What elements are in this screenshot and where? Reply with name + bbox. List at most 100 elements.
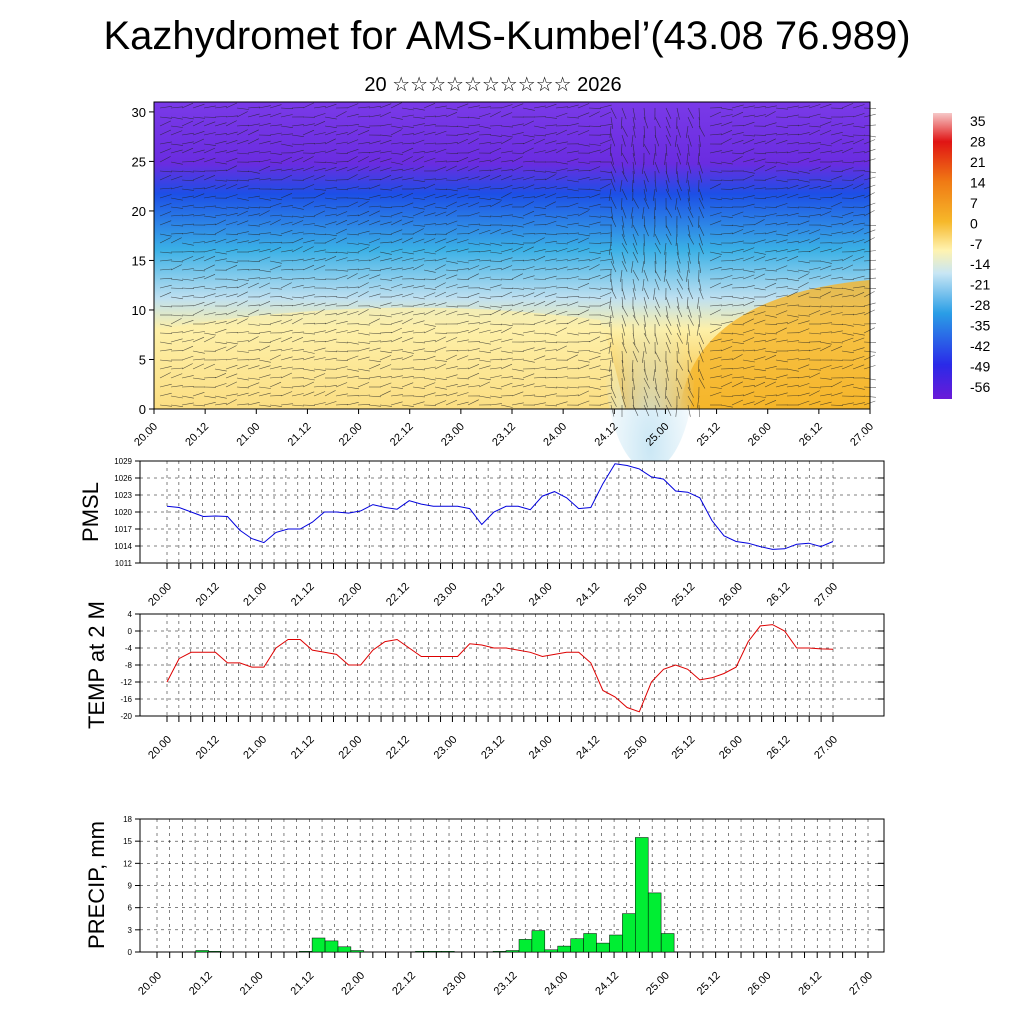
wind-barb [643, 251, 645, 265]
wind-barb [159, 292, 172, 298]
wind-barb [247, 269, 261, 271]
wind-barb [269, 277, 282, 280]
wind-barb [522, 210, 535, 217]
wind-barb [720, 150, 733, 154]
wind-barb [203, 377, 217, 379]
wind-barb [775, 187, 788, 190]
wind-barb [346, 402, 359, 406]
wind-barb [313, 265, 326, 271]
wind-barb [731, 312, 744, 316]
wind-barb [269, 404, 282, 407]
wind-barb [335, 228, 348, 235]
wind-barb [192, 241, 205, 244]
wind-barb [445, 152, 459, 154]
y-tick-label: 3 [128, 926, 133, 935]
wind-barb [445, 354, 458, 361]
wind-barb [511, 287, 524, 290]
wind-barb [390, 304, 403, 307]
precip-bar [660, 933, 675, 953]
wind-barb [357, 125, 370, 128]
wind-barb [775, 179, 788, 183]
wind-barb [522, 221, 535, 226]
precip-bar [518, 939, 533, 953]
wind-barb [654, 395, 661, 408]
wind-barb [709, 197, 722, 201]
wind-barb [841, 377, 855, 379]
wind-barb [357, 115, 371, 118]
wind-barb [390, 337, 403, 343]
wind-barb [258, 113, 271, 118]
wind-barb [335, 152, 349, 154]
wind-barb [621, 359, 624, 372]
wind-barb [181, 242, 194, 246]
wind-barb [654, 179, 657, 192]
wind-barb [588, 188, 601, 192]
wind-barb [467, 148, 480, 154]
wind-barb [203, 223, 217, 226]
wind-barb [522, 147, 534, 154]
wind-barb [379, 390, 391, 397]
wind-barb [566, 130, 579, 136]
wind-barb [819, 116, 832, 120]
wind-barb [302, 156, 314, 163]
wind-barb [610, 368, 613, 381]
wind-barb [346, 291, 359, 298]
y-tick-label: 1017 [114, 525, 132, 534]
wind-barb [214, 258, 227, 262]
wind-barb [555, 161, 568, 165]
wind-barb [214, 150, 227, 154]
wind-barb [478, 359, 491, 363]
wind-barb [588, 331, 602, 334]
wind-barb [313, 347, 326, 352]
wind-barb [291, 143, 305, 146]
wind-barb [203, 363, 216, 370]
wind-barb [609, 314, 612, 327]
wind-barb [742, 285, 755, 289]
wind-barb [302, 175, 315, 181]
x-tick-label: 27.00 [812, 581, 840, 609]
wind-barb [192, 175, 205, 181]
wind-barb [764, 105, 777, 109]
wind-barb [753, 381, 766, 388]
wind-barb [687, 161, 692, 174]
wind-barb [280, 329, 293, 334]
wind-barb [652, 152, 656, 165]
wind-barb [544, 215, 557, 218]
wind-barb [247, 170, 260, 174]
wind-barb [775, 339, 788, 343]
wind-barb [412, 348, 425, 352]
wind-barb [599, 232, 612, 235]
wind-barb [434, 148, 447, 154]
wind-barb [544, 319, 557, 325]
wind-barb [467, 158, 480, 163]
wind-barb [786, 206, 800, 209]
precip-bar [492, 951, 507, 953]
wind-barb [258, 359, 271, 363]
wind-barb [720, 275, 733, 280]
wind-barb [258, 277, 271, 280]
x-tick-label: 26.12 [797, 421, 825, 449]
wind-barb [236, 392, 249, 397]
wind-barb [687, 350, 693, 363]
wind-barb [214, 161, 227, 165]
wind-barb [192, 206, 206, 209]
wind-barb [643, 224, 649, 237]
wind-barb [192, 149, 205, 154]
wind-barb [368, 210, 380, 217]
wind-barb [610, 305, 614, 318]
precip-bar [350, 950, 365, 953]
wind-barb [753, 206, 766, 209]
wind-barb [412, 139, 425, 145]
wind-barb [203, 248, 216, 253]
wind-barb [258, 282, 271, 289]
wind-barb [203, 402, 216, 406]
wind-barb [632, 341, 640, 353]
wind-barb [566, 232, 580, 235]
wind-barb [236, 231, 249, 235]
wind-barb [313, 368, 326, 371]
wind-barb [610, 134, 616, 147]
wind-barb [368, 332, 382, 335]
wind-barb [852, 386, 865, 390]
wind-barb [654, 161, 660, 174]
wind-barb [786, 149, 799, 154]
